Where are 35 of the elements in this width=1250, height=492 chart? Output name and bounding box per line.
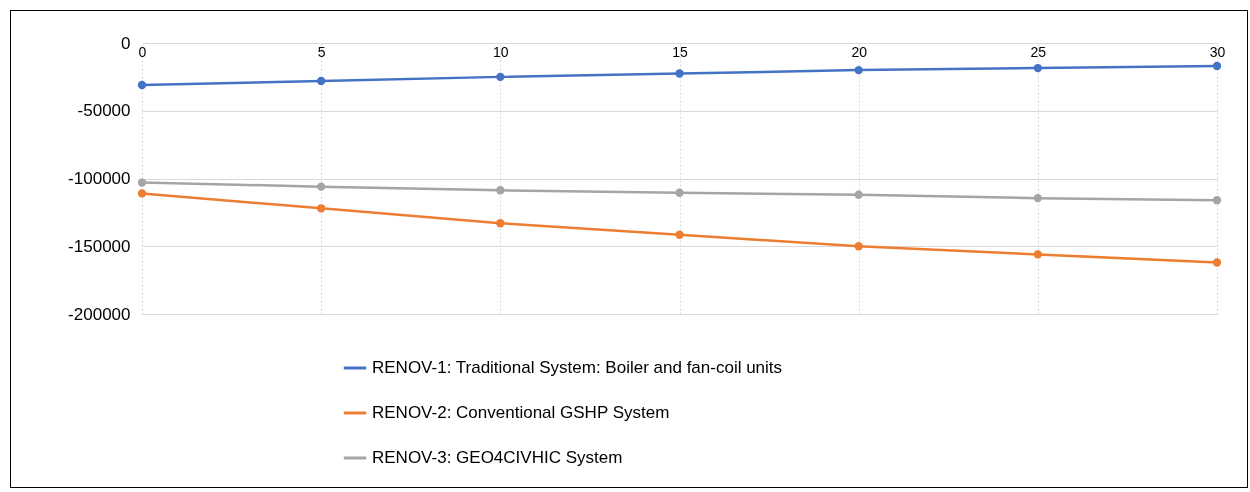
point [854, 242, 863, 251]
legend-label: RENOV-1: Traditional System: Boiler and fan-coil units [372, 358, 783, 377]
point [496, 72, 505, 82]
point [675, 69, 684, 78]
point [1033, 250, 1043, 259]
x-tick-label: 20 [851, 43, 868, 60]
point [1212, 196, 1222, 205]
point [1033, 63, 1043, 73]
point [854, 190, 863, 199]
point [137, 178, 147, 187]
x-tick-label: 25 [1030, 43, 1047, 60]
y-tick-label: -100000 [68, 169, 131, 188]
x-tick-label: 10 [493, 43, 509, 60]
point [137, 80, 147, 90]
y-tick-label: -150000 [68, 236, 131, 256]
x-tick-label: 0 [138, 43, 147, 60]
point [316, 76, 326, 86]
x-tick-label: 5 [317, 43, 326, 60]
point [675, 188, 684, 197]
point [316, 182, 326, 191]
point [675, 230, 684, 239]
point [1033, 193, 1043, 203]
x-tick-label: 30 [1209, 43, 1226, 60]
point [316, 204, 326, 213]
point [1212, 258, 1222, 267]
legend-label: RENOV-2: Conventional GSHP System [372, 403, 670, 422]
point [137, 189, 147, 198]
y-tick-label: -50000 [77, 101, 131, 121]
point [496, 186, 505, 195]
x-tick-label: 15 [672, 43, 688, 60]
point [854, 65, 863, 75]
y-tick-label: -200000 [68, 304, 131, 324]
legend-label: RENOV-3: GEO4CIVHIC System [372, 448, 623, 467]
point [496, 219, 505, 228]
point [1212, 61, 1222, 71]
